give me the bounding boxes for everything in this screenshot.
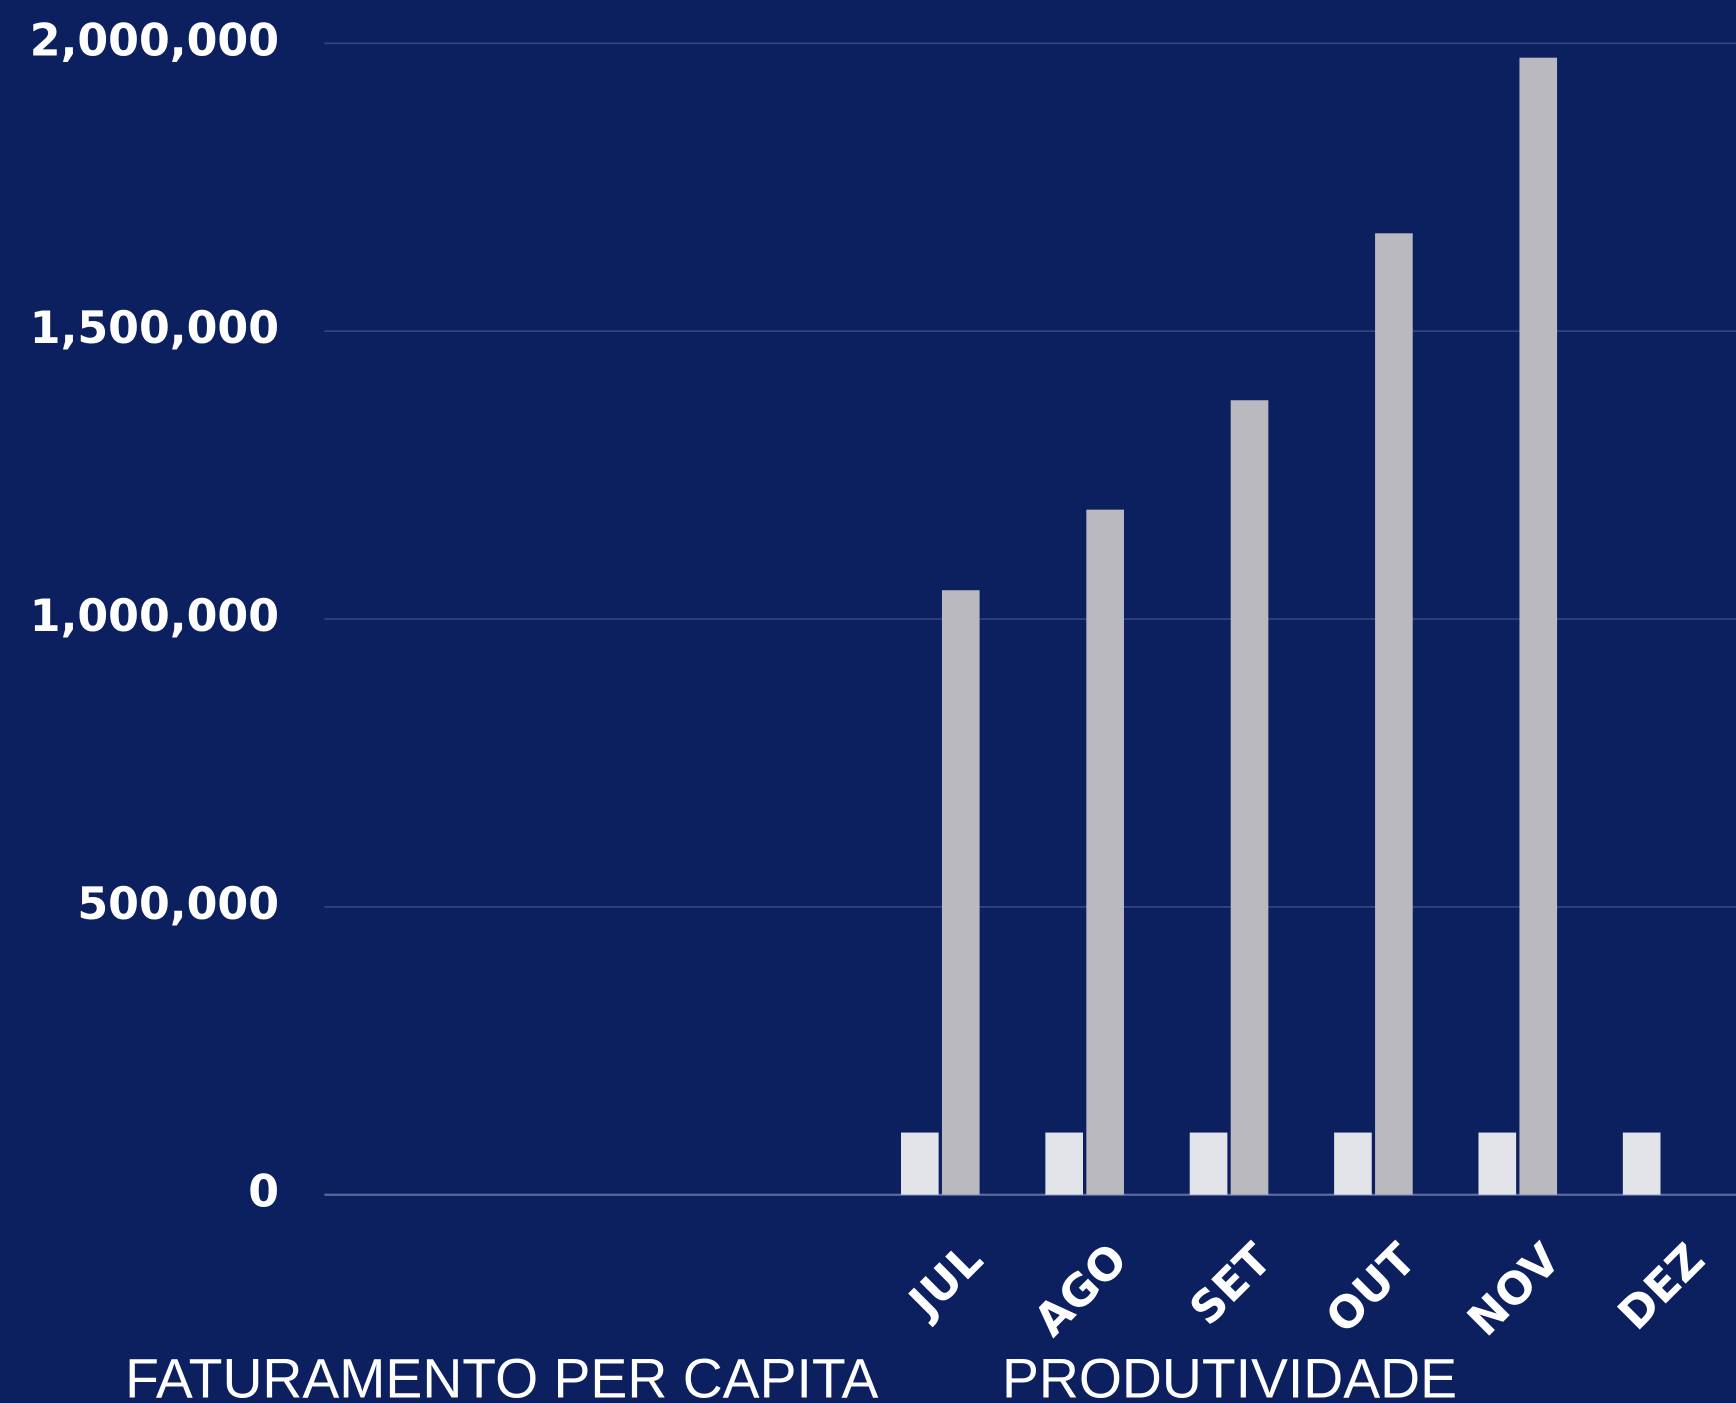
y-tick-label: 0	[248, 1167, 279, 1218]
bar	[1086, 509, 1124, 1195]
bar	[1189, 1132, 1228, 1195]
y-tick-label: 1,000,000	[30, 591, 279, 642]
bar	[941, 590, 980, 1195]
bar	[1622, 1132, 1661, 1195]
bar	[1478, 1132, 1517, 1195]
bar	[1519, 57, 1558, 1195]
y-tick-label: 1,500,000	[30, 303, 279, 354]
y-tick-label: 2,000,000	[30, 15, 279, 66]
legend-entry: FATURAMENTO PER CAPITA	[125, 1347, 878, 1403]
y-tick-label: 500,000	[77, 879, 279, 930]
bar	[1334, 1132, 1372, 1195]
bar	[1375, 233, 1413, 1195]
bar	[900, 1132, 939, 1195]
bar	[1230, 400, 1269, 1195]
legend-entry: PRODUTIVIDADE	[1002, 1347, 1457, 1403]
bar	[1045, 1132, 1084, 1195]
